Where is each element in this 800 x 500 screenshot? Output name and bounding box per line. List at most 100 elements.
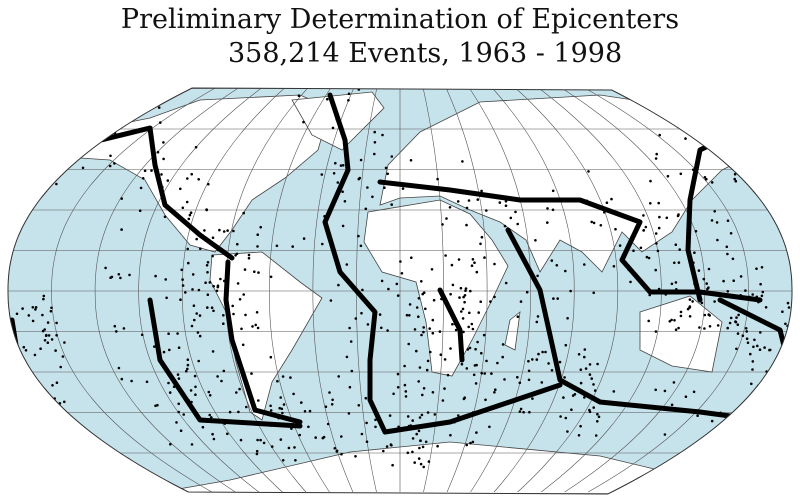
epicenter-dot [337,283,340,287]
epicenter-dot [706,141,709,144]
epicenter-dot [269,275,273,279]
epicenter-dot [409,159,413,162]
epicenter-dot [371,195,374,199]
epicenter-dot [733,172,737,176]
epicenter-dot [347,99,350,102]
epicenter-dot [41,313,44,317]
epicenter-dot [645,255,649,259]
epicenter-dot [31,306,35,309]
epicenter-dot [795,338,798,341]
epicenter-dot [571,394,575,397]
epicenter-dot [110,112,114,116]
epicenter-dot [421,445,425,449]
epicenter-dot [56,167,59,171]
epicenter-dot [796,432,799,435]
epicenter-dot [679,310,683,314]
epicenter-dot [657,226,661,230]
epicenter-dot [43,328,46,331]
epicenter-dot [307,425,310,429]
epicenter-dot [720,151,723,155]
epicenter-dot [287,446,291,450]
epicenter-dot [677,261,681,264]
epicenter-dot [63,400,66,404]
epicenter-dot [31,115,34,118]
epicenter-dot [482,333,486,337]
epicenter-dot [239,438,243,442]
epicenter-dot [627,268,630,271]
epicenter-dot [197,359,200,363]
epicenter-dot [579,381,583,385]
epicenter-dot [422,291,426,295]
epicenter-dot [783,393,786,397]
epicenter-dot [726,252,729,256]
epicenter-dot [735,316,738,319]
epicenter-dot [411,437,415,440]
epicenter-dot [418,366,422,369]
epicenter-dot [493,295,496,299]
epicenter-dot [531,397,534,400]
epicenter-dot [692,168,695,171]
epicenter-dot [328,391,331,394]
epicenter-dot [504,281,508,285]
epicenter-dot [406,451,410,455]
epicenter-dot [594,434,598,437]
epicenter-dot [388,414,392,417]
epicenter-dot [474,347,477,351]
epicenter-dot [42,401,45,405]
epicenter-dot [167,381,170,385]
epicenter-dot [780,394,783,398]
epicenter-dot [527,359,530,363]
epicenter-dot [223,279,226,283]
epicenter-dot [465,223,468,227]
epicenter-dot [205,208,208,211]
meridian-line [469,88,531,493]
epicenter-dot [457,258,461,261]
epicenter-dot [323,215,326,218]
epicenter-dot [240,327,243,331]
epicenter-dot [756,298,760,302]
epicenter-dot [756,344,759,348]
epicenter-dot [390,155,394,158]
epicenter-dot [395,282,399,286]
epicenter-dot [654,157,658,160]
epicenter-dot [787,180,791,184]
epicenter-dot [696,414,699,418]
epicenter-dot [256,233,260,236]
epicenter-dot [228,410,232,414]
epicenter-dot [670,318,673,322]
epicenter-dot [485,209,488,212]
epicenter-dot [46,321,50,324]
epicenter-dot [404,390,408,393]
epicenter-dot [722,279,725,283]
epicenter-dot [187,217,191,221]
epicenter-dot [8,349,10,353]
epicenter-dot [12,179,15,182]
meridian-line [515,88,619,493]
epicenter-dot [551,208,555,212]
epicenter-dot [21,365,24,369]
epicenter-dot [795,377,798,380]
epicenter-dot [360,311,363,315]
epicenter-dot [169,443,172,446]
epicenter-dot [734,320,738,324]
epicenter-dot [387,287,390,291]
epicenter-dot [27,314,31,317]
epicenter-dot [241,343,245,347]
epicenter-dot [697,269,701,272]
epicenter-dot [734,179,738,183]
epicenter-dot [566,430,569,433]
epicenter-dot [759,331,762,334]
epicenter-dot [584,367,588,370]
epicenter-dot [713,300,716,303]
epicenter-dot [465,443,469,447]
epicenter-dot [603,211,606,214]
epicenter-dot [590,377,593,380]
epicenter-dot [424,440,428,444]
epicenter-dot [670,282,674,286]
epicenter-dot [796,301,799,304]
epicenter-dot [706,129,709,132]
epicenter-dot [647,319,650,323]
epicenter-dot [755,267,758,271]
epicenter-dot [43,339,47,342]
